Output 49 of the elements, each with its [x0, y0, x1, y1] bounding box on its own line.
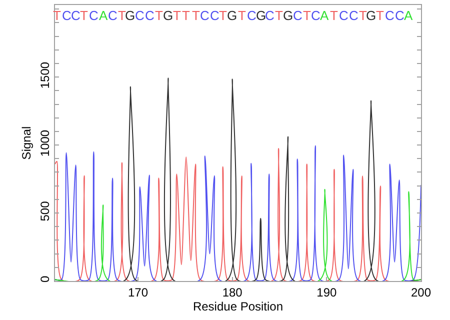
annotation: C: [349, 8, 358, 23]
y-axis-title: Signal: [20, 126, 34, 160]
annotation: C: [385, 8, 394, 23]
annotation: T: [238, 8, 246, 23]
x-axis-title: Residue Position: [192, 299, 284, 314]
annotation: T: [118, 8, 126, 23]
annotation: T: [173, 8, 181, 23]
annotation: C: [71, 8, 80, 23]
annotation: C: [62, 8, 72, 23]
y-tick-label: 500: [38, 200, 52, 222]
annotation: G: [163, 8, 174, 23]
annotation: C: [210, 8, 220, 23]
annotation: A: [99, 8, 108, 23]
annotation: T: [155, 8, 163, 23]
annotation: C: [247, 8, 256, 23]
annotation: C: [311, 8, 320, 23]
line-series: [55, 188, 421, 281]
annotation: T: [303, 8, 311, 23]
annotation: C: [200, 8, 210, 23]
annotation: G: [125, 8, 136, 23]
annotation: G: [256, 8, 266, 23]
annotation: C: [339, 8, 348, 23]
annotation: C: [108, 8, 118, 23]
annotation: C: [265, 8, 274, 23]
annotation: G: [366, 8, 376, 23]
annotation: C: [145, 8, 154, 23]
x-tick-label: 200: [410, 285, 432, 300]
annotation: T: [330, 8, 338, 23]
annotation: G: [227, 8, 238, 23]
x-tick-label: 170: [128, 285, 148, 300]
annotation: C: [293, 8, 302, 23]
annotation: C: [89, 8, 98, 23]
x-tick-label: 190: [316, 285, 337, 300]
y-tick-label: 1500: [38, 62, 52, 89]
annotation: T: [80, 8, 88, 23]
annotation: T: [219, 8, 227, 23]
annotation: A: [320, 8, 329, 23]
y-tick-label: 1000: [38, 130, 52, 157]
annotation: T: [376, 8, 384, 23]
annotation: G: [283, 8, 294, 23]
annotation: C: [395, 8, 404, 23]
annotation: T: [192, 8, 200, 23]
y-tick-label: 0: [38, 276, 52, 283]
annotation: A: [404, 8, 413, 23]
annotation: C: [135, 8, 144, 23]
annotation: T: [359, 8, 367, 23]
annotation: T: [182, 8, 190, 23]
x-tick-label: 180: [222, 285, 243, 300]
annotation: T: [275, 8, 283, 23]
